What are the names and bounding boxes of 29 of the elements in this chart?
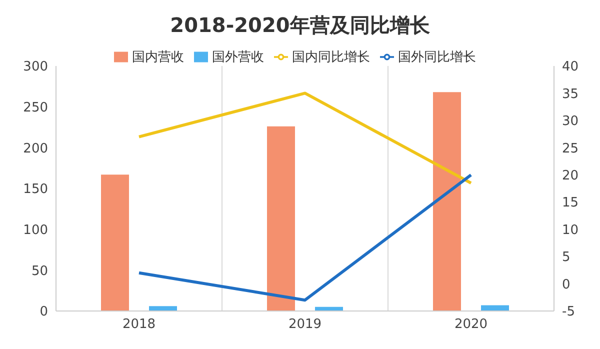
legend-label: 国外营收 [212, 50, 264, 65]
y2-tick-label: 35 [562, 86, 579, 102]
bar [267, 126, 295, 311]
x-tick-label: 2018 [122, 317, 156, 332]
x-tick-label: 2020 [454, 317, 488, 332]
legend-label: 国内营收 [132, 50, 184, 65]
y2-tick-label: 40 [562, 60, 579, 75]
bar [101, 174, 129, 311]
chart-title: 2018-2020年营及同比增长 [169, 12, 431, 39]
y-tick-label: 250 [23, 100, 48, 116]
bar [149, 306, 177, 311]
y2-tick-label: 5 [562, 250, 570, 266]
y2-tick-label: 10 [562, 222, 579, 238]
y2-tick-label: -5 [562, 304, 575, 320]
y-tick-label: 0 [40, 304, 48, 320]
y-tick-label: 100 [23, 222, 48, 238]
legend-label: 国内同比增长 [292, 50, 370, 65]
y2-tick-label: 15 [562, 196, 579, 211]
y-tick-label: 150 [23, 182, 48, 198]
y-tick-label: 50 [31, 264, 48, 279]
y2-tick-label: 30 [562, 114, 579, 130]
y2-tick-label: 20 [562, 168, 579, 184]
y2-tick-label: 25 [562, 141, 579, 156]
y-tick-label: 300 [23, 60, 48, 75]
x-tick-label: 2019 [288, 317, 322, 332]
y-tick-label: 200 [23, 141, 48, 156]
legend-label: 国外同比增长 [398, 50, 476, 65]
bar [433, 92, 461, 311]
y2-tick-label: 0 [562, 277, 570, 292]
